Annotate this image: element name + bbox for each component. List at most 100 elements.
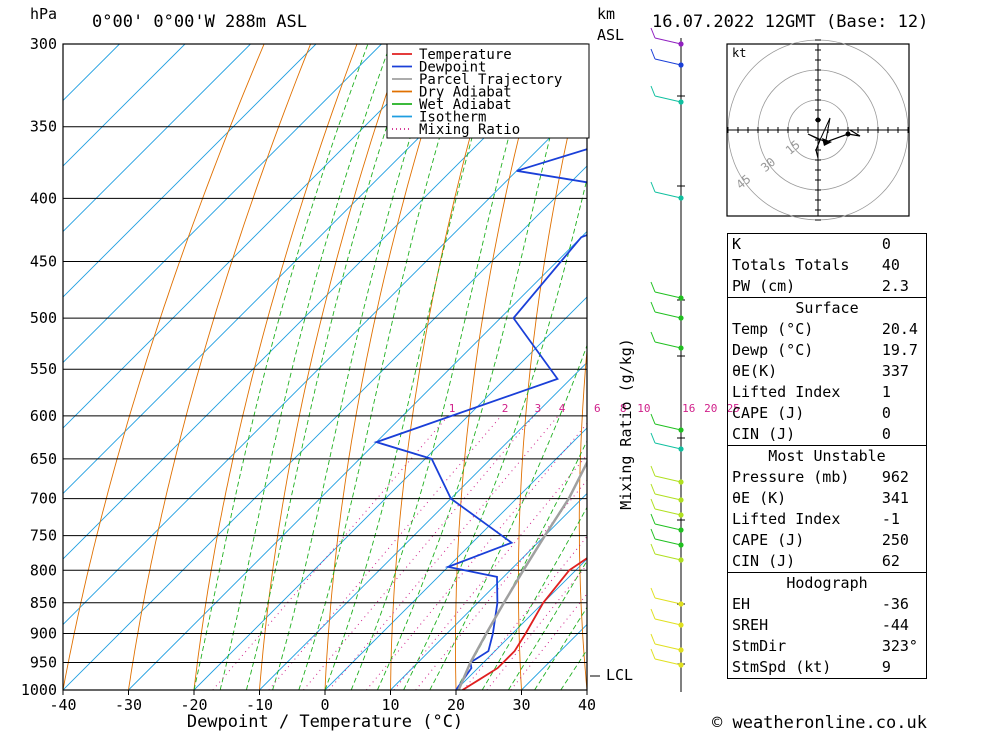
isotherm-line <box>63 44 382 364</box>
wind-barb-icon <box>654 475 682 483</box>
isotherm-line <box>63 44 317 298</box>
stmdir-value: 323° <box>881 637 918 655</box>
wind-barb-icon <box>654 191 682 199</box>
legend-label: Mixing Ratio <box>419 122 520 138</box>
wind-barb-icon <box>650 648 656 660</box>
temp-value: 20.4 <box>881 320 918 338</box>
x-tick-label: 30 <box>512 696 530 714</box>
pressure-tick-label: 300 <box>30 35 57 53</box>
x-tick-label: -40 <box>49 696 76 714</box>
stats-table: K 0 Totals Totals 40 PW (cm) 2.3 Surface Te… <box>727 233 927 679</box>
pressure-tick-label: 400 <box>30 189 57 207</box>
mixing-ratio-label: 3 <box>535 402 542 415</box>
dewp-value: 19.7 <box>881 341 918 359</box>
eh-label: EH <box>732 595 751 613</box>
hodograph-point <box>815 117 821 123</box>
isotherm-line <box>390 492 587 690</box>
x-tick-label: 0 <box>320 696 329 714</box>
theta-value: 337 <box>881 362 909 380</box>
mu-li-label: Lifted Index <box>732 510 841 528</box>
wind-barb-icon <box>650 181 656 193</box>
mixing-ratio-label: 16 <box>682 402 695 415</box>
copyright-text: © weatheronline.co.uk <box>712 713 927 733</box>
k-value: 0 <box>881 235 891 253</box>
totals-label: Totals Totals <box>732 256 850 274</box>
surface-header: Surface <box>727 297 927 319</box>
pressure-tick-label: 750 <box>30 527 57 545</box>
x-axis-title: Dewpoint / Temperature (°C) <box>187 712 463 732</box>
x-tick-label: -20 <box>180 696 207 714</box>
wind-barb-icon <box>650 483 656 495</box>
mixing-ratio-label: 2 <box>502 402 509 415</box>
isotherm-line <box>324 427 587 690</box>
isotherm-line <box>63 44 448 429</box>
km-label: km <box>597 5 615 23</box>
stmspd-value: 9 <box>881 658 891 676</box>
mixing-ratio-line <box>366 422 587 690</box>
wind-barb-icon <box>654 618 682 626</box>
wind-barb-icon <box>654 523 682 531</box>
pressure-tick-label: 900 <box>30 624 57 642</box>
k-label: K <box>732 235 742 253</box>
pressure-tick-label: 800 <box>30 561 57 579</box>
mixing-ratio-label: 1 <box>449 402 456 415</box>
x-tick-label: 40 <box>578 696 596 714</box>
mixing-ratio-label: 20 <box>704 402 717 415</box>
isotherm-line <box>63 44 120 102</box>
wind-barb-icon <box>654 442 682 450</box>
wet-adiabat-line <box>298 44 469 690</box>
mu-theta-label: θE (K) <box>732 489 787 507</box>
wind-barb-icon <box>650 498 656 510</box>
wind-barb-icon <box>650 432 656 444</box>
mixing-ratio-line <box>268 415 502 690</box>
dry-adiabat-line <box>324 44 451 690</box>
most-unstable-header: Most Unstable <box>727 445 927 467</box>
dry-adiabat-line <box>193 44 358 690</box>
dewpoint-line <box>373 148 587 690</box>
wind-barb-icon <box>654 423 682 431</box>
wind-barb-icon <box>650 587 656 599</box>
stmspd-label: StmSpd (kt) <box>732 658 832 676</box>
isotherm-line <box>63 44 251 233</box>
wind-barb-icon <box>654 341 682 349</box>
totals-value: 40 <box>881 256 900 274</box>
pressure-tick-label: 550 <box>30 360 57 378</box>
isotherm-line <box>63 99 587 626</box>
wind-barb-icon <box>650 27 656 39</box>
wind-barb-icon <box>650 608 656 620</box>
legend-label: Parcel Trajectory <box>419 72 562 88</box>
isotherm-line <box>193 296 587 690</box>
legend-label: Wet Adiabat <box>419 97 512 113</box>
wet-adiabat-line <box>245 44 415 690</box>
isotherm-line <box>128 230 587 690</box>
wind-barb-icon <box>650 633 656 645</box>
sreh-label: SREH <box>732 616 769 634</box>
legend-label: Temperature <box>419 47 512 63</box>
pressure-tick-label: 500 <box>30 309 57 327</box>
wind-barb-icon <box>650 465 656 477</box>
isotherm-line <box>63 44 579 560</box>
wet-adiabat-line <box>350 44 535 690</box>
storm-motion-arrow-icon <box>822 138 832 146</box>
li-value: 1 <box>881 383 891 401</box>
wind-barb-icon <box>650 528 656 540</box>
wind-barb-icon <box>650 301 656 313</box>
wind-barb-icon <box>654 58 682 66</box>
isotherm-line <box>63 44 513 495</box>
wind-barb-icon <box>654 37 682 45</box>
mu-li-value: -1 <box>881 510 900 528</box>
mixing-ratio-label: 6 <box>594 402 601 415</box>
temperature-line <box>462 557 587 690</box>
wind-barb-icon <box>650 513 656 525</box>
isotherm-line <box>455 558 587 690</box>
mu-cin-value: 62 <box>881 552 900 570</box>
wind-barb-icon <box>654 493 682 501</box>
dry-adiabat-line <box>696 44 729 690</box>
x-tick-label: 10 <box>381 696 399 714</box>
wet-adiabat-line <box>272 44 441 690</box>
dry-adiabat-line <box>517 50 587 690</box>
dry-adiabat-line <box>958 44 1000 690</box>
wind-barb-icon <box>654 658 682 666</box>
